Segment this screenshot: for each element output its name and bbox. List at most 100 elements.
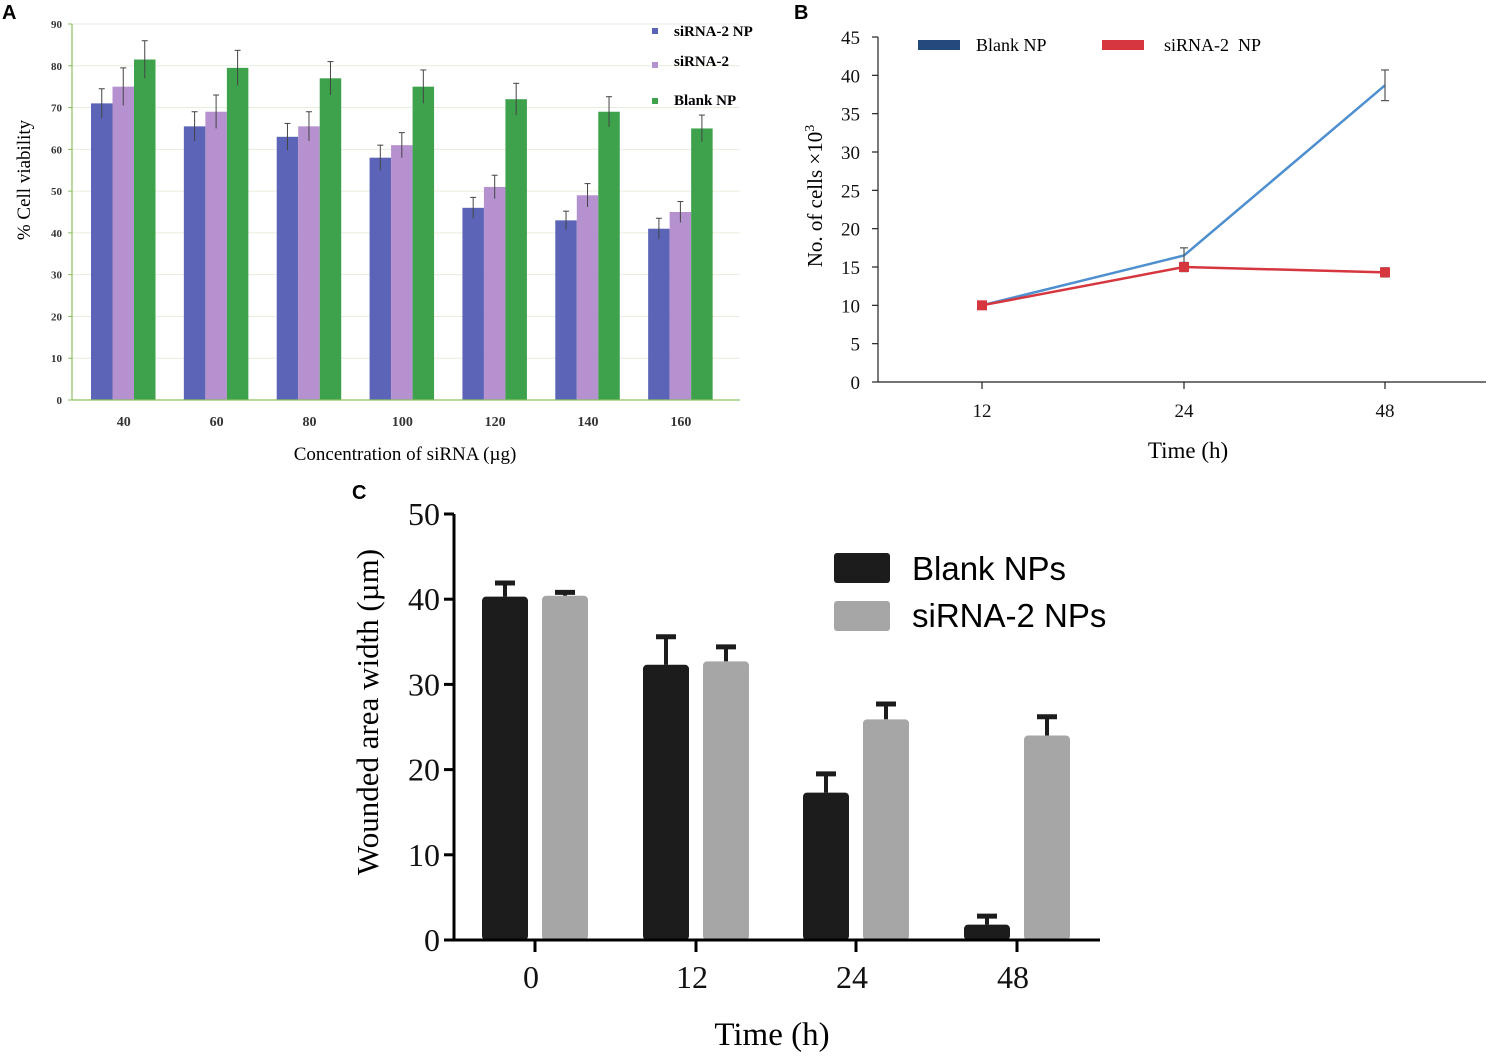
panel-b: B 0 5 10 15 20 25 30 35 40 45 12 24 48 No. of cells… xyxy=(794,2,1486,463)
panel-c-bar-blanknps xyxy=(803,792,849,940)
panel-c-legend-label-blanknps: Blank NPs xyxy=(912,550,1066,587)
panel-b-x-tick-label: 24 xyxy=(1175,401,1195,422)
panel-a-bar-sirna2 xyxy=(576,195,599,400)
panel-c: C 0 10 20 30 40 50 0 12 24 48 Wounded area width… xyxy=(350,482,1106,1053)
panel-c-y-tick-label: 0 xyxy=(424,922,440,958)
panel-b-letter: B xyxy=(794,2,808,24)
panel-a-bar-sirna2 xyxy=(391,145,413,400)
panel-b-series-line-sirna2np xyxy=(981,265,1386,307)
panel-b-x-tick-label: 12 xyxy=(973,401,992,422)
panel-a-x-axis-label: Concentration of siRNA (µg) xyxy=(294,444,517,465)
panel-a-x-tick-label: 100 xyxy=(392,415,413,430)
panel-c-bar-blanknps xyxy=(964,924,1010,940)
panel-c-y-tick-label: 30 xyxy=(408,666,440,702)
panel-c-legend-swatch-sirna2nps xyxy=(834,601,890,631)
panel-a-bar-sirna2 xyxy=(483,186,506,400)
panel-c-x-tick-label: 48 xyxy=(997,959,1029,995)
panel-c-bar-sirna2nps xyxy=(1024,735,1070,940)
panel-a-y-tick-label: 10 xyxy=(51,353,63,365)
panel-a-legend-swatch-sirna2 xyxy=(652,62,658,68)
panel-c-bar-blanknps xyxy=(482,596,528,940)
panel-a-y-tick-label: 80 xyxy=(51,61,63,73)
panel-a-bar-sirna2 xyxy=(298,126,320,400)
panel-b-y-axis-label: No. of cells ×103 xyxy=(803,125,827,268)
panel-a-bar-blanknp xyxy=(226,67,249,400)
panel-a-bar-blanknp xyxy=(691,128,713,400)
panel-a-bar-sirna2 xyxy=(112,86,134,401)
panel-b-y-tick-label: 25 xyxy=(841,181,860,202)
panel-a-y-tick-label: 70 xyxy=(51,103,63,115)
panel-a-x-tick-label: 80 xyxy=(302,415,316,430)
panel-a-bar-sirna2np xyxy=(555,220,577,400)
panel-c-bar-sirna2nps xyxy=(542,595,588,940)
panel-a-x-tick-label: 140 xyxy=(578,415,599,430)
panel-b-marker-sirna2np xyxy=(977,300,987,311)
panel-a-y-axis-label: % Cell viability xyxy=(14,119,35,240)
panel-a-x-tick-label: 120 xyxy=(485,415,506,430)
panel-c-y-tick-label: 10 xyxy=(408,837,440,873)
panel-a-bar-blanknp xyxy=(412,86,435,401)
panel-c-y-tick-label: 20 xyxy=(408,752,440,788)
panel-a-letter: A xyxy=(2,2,16,24)
panel-b-y-tick-label: 45 xyxy=(841,28,860,49)
panel-a-y-tick-label: 30 xyxy=(51,270,63,282)
panel-a-legend-swatch-blanknp xyxy=(652,98,658,104)
panel-b-legend-label-blanknp: Blank NP xyxy=(976,35,1047,55)
panel-c-bar-sirna2nps xyxy=(863,719,909,940)
panel-b-y-tick-label: 0 xyxy=(851,373,861,394)
panel-c-bar-blanknps xyxy=(643,664,689,940)
panel-a-y-tick-label: 0 xyxy=(57,395,63,407)
panel-c-letter: C xyxy=(352,482,366,504)
panel-b-y-tick-label: 20 xyxy=(841,220,860,241)
panel-b-marker-sirna2np xyxy=(1179,262,1189,272)
panel-a-bar-sirna2np xyxy=(91,103,113,400)
panel-a-y-tick-label: 20 xyxy=(51,311,63,323)
panel-c-x-axis-label: Time (h) xyxy=(714,1017,829,1053)
panel-c-x-tick-label: 12 xyxy=(676,959,708,995)
panel-b-y-tick-label: 15 xyxy=(841,258,860,279)
panel-c-bar-sirna2nps xyxy=(703,661,749,940)
panel-b-x-axis-label: Time (h) xyxy=(1148,438,1228,463)
panel-a-bar-blanknp xyxy=(319,78,342,401)
panel-a: A 0 10 20 30 40 50 60 70 80 90 40 60 80 100 120 140 160… xyxy=(2,2,753,465)
panel-a-x-tick-label: 60 xyxy=(210,415,224,430)
panel-a-bar-sirna2np xyxy=(648,228,670,400)
panel-b-marker-sirna2np xyxy=(1380,267,1390,278)
panel-a-x-tick-label: 40 xyxy=(117,415,131,430)
panel-b-y-tick-label: 30 xyxy=(841,143,860,164)
panel-b-legend-swatch-blanknp xyxy=(918,40,960,50)
panel-a-bar-blanknp xyxy=(598,111,620,400)
panel-c-x-tick-label: 24 xyxy=(836,959,868,995)
panel-a-legend-label-sirna2: siRNA-2 xyxy=(674,54,729,70)
panel-a-y-tick-label: 90 xyxy=(51,19,63,31)
panel-a-y-tick-label: 50 xyxy=(51,186,63,198)
panel-b-y-tick-label: 10 xyxy=(841,296,860,317)
panel-c-y-axis-label: Wounded area width (µm) xyxy=(350,549,385,875)
panel-c-x-tick-label: 0 xyxy=(523,959,539,995)
panel-b-y-axis-label-main: No. of cells ×10 xyxy=(803,132,827,268)
panel-b-y-tick-label: 5 xyxy=(851,335,861,356)
panel-b-legend-label-sirna2np: siRNA-2 NP xyxy=(1164,35,1261,55)
panel-a-bar-sirna2 xyxy=(205,111,227,400)
panel-a-bar-blanknp xyxy=(134,59,156,401)
panel-a-bar-blanknp xyxy=(505,99,527,400)
panel-a-y-tick-label: 40 xyxy=(51,228,63,240)
panel-a-legend-swatch-sirna2np xyxy=(652,28,658,34)
panel-a-bar-sirna2np xyxy=(276,136,299,401)
panel-a-bar-sirna2 xyxy=(669,212,692,400)
panel-a-legend-label-blanknp: Blank NP xyxy=(674,93,736,109)
panel-b-legend-swatch-sirna2np xyxy=(1102,40,1144,50)
panel-b-legend: Blank NP siRNA-2 NP xyxy=(918,35,1261,55)
panel-a-y-tick-label: 60 xyxy=(51,144,63,156)
panel-c-legend: Blank NPs siRNA-2 NPs xyxy=(834,550,1106,634)
panel-b-x-tick-label: 48 xyxy=(1376,401,1395,422)
panel-a-bar-sirna2np xyxy=(369,157,392,400)
panel-b-y-axis-label-sup: 3 xyxy=(803,125,818,132)
panel-a-legend: siRNA-2 NP siRNA-2 Blank NP xyxy=(652,24,753,109)
panel-b-y-tick-label: 40 xyxy=(841,66,860,87)
panel-b-y-tick-label: 35 xyxy=(841,105,860,126)
panel-a-bar-sirna2np xyxy=(183,126,206,400)
panel-a-legend-label-sirna2np: siRNA-2 NP xyxy=(674,24,753,40)
panel-c-y-tick-label: 40 xyxy=(408,581,440,617)
